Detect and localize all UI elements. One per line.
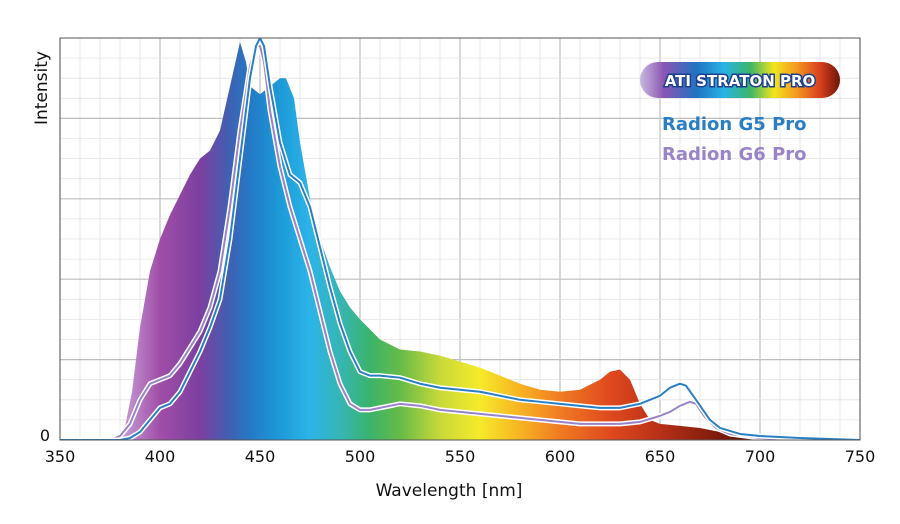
x-tick-label: 550 bbox=[445, 447, 476, 466]
legend-label-radion-g6-pro: Radion G6 Pro bbox=[662, 144, 807, 165]
x-tick-label: 750 bbox=[845, 447, 876, 466]
x-tick-label: 400 bbox=[145, 447, 176, 466]
x-tick-label: 600 bbox=[545, 447, 576, 466]
x-axis-title: Wavelength [nm] bbox=[376, 481, 523, 501]
x-tick-label: 500 bbox=[345, 447, 376, 466]
legend-badge-ati-straton-pro bbox=[640, 62, 840, 98]
series-line-radion-g5-pro bbox=[60, 38, 860, 440]
plot-frame bbox=[59, 37, 861, 441]
series-area-ati-straton-pro bbox=[60, 42, 860, 440]
x-axis-ticks: 350 400 450 500 550 600 650 700 750 bbox=[45, 447, 876, 466]
y-axis-title: Intensity bbox=[32, 51, 52, 125]
x-tick-label: 350 bbox=[45, 447, 76, 466]
legend-label-ati-straton-pro: ATI STRATON PRO bbox=[665, 72, 816, 90]
area-layer bbox=[60, 42, 860, 440]
y-axis-ticks: 0 bbox=[40, 426, 50, 445]
series-line-radion-g6-pro bbox=[60, 45, 860, 440]
x-tick-label: 700 bbox=[745, 447, 776, 466]
x-tick-label: 450 bbox=[245, 447, 276, 466]
y-tick-label: 0 bbox=[40, 426, 50, 445]
x-tick-label: 650 bbox=[645, 447, 676, 466]
line-layer bbox=[60, 38, 860, 440]
legend: ATI STRATON PRO Radion G5 Pro Radion G6 … bbox=[640, 62, 840, 165]
legend-label-radion-g5-pro: Radion G5 Pro bbox=[662, 114, 807, 135]
